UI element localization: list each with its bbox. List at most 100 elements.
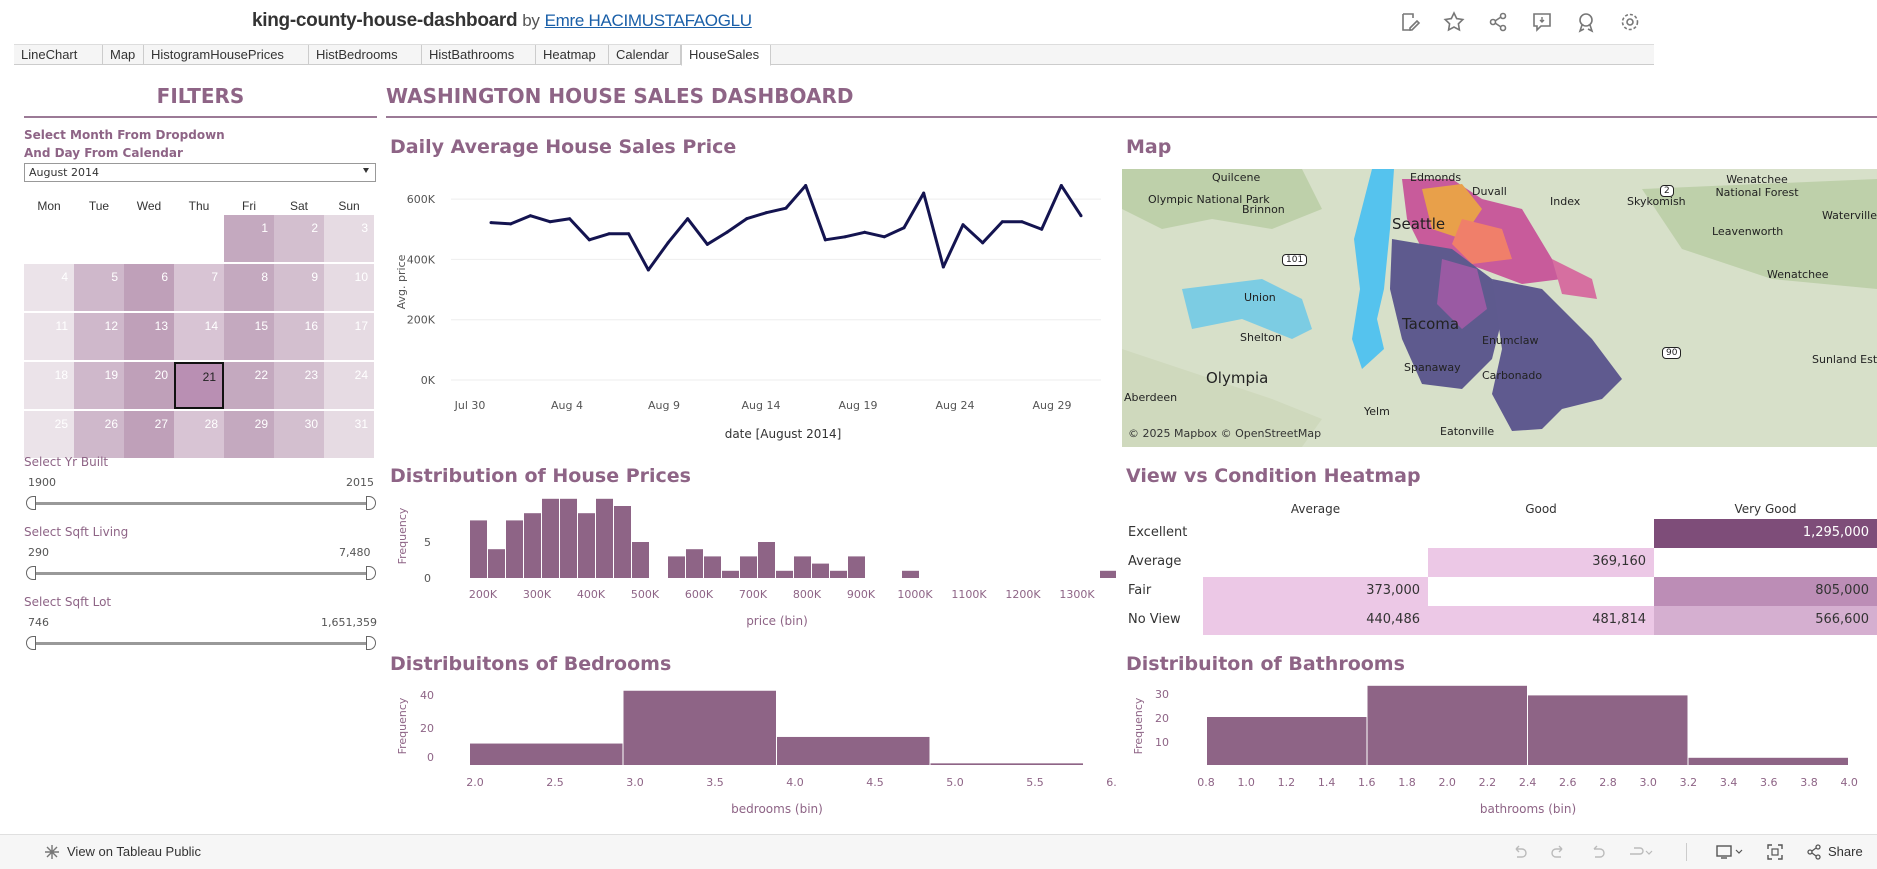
edit-icon[interactable]: [1398, 10, 1422, 34]
calendar-day[interactable]: 7: [174, 264, 224, 311]
calendar-day[interactable]: 4: [24, 264, 74, 311]
calendar-day[interactable]: 22: [224, 362, 274, 409]
price-bar: [794, 556, 811, 578]
slider-min-handle[interactable]: [26, 566, 36, 580]
calendar-day[interactable]: 11: [24, 313, 74, 360]
calendar-day[interactable]: 30: [274, 411, 324, 458]
calendar-day[interactable]: 19: [74, 362, 124, 409]
data-point: [686, 217, 690, 221]
price-bar: [614, 506, 631, 578]
y-tick-label: 400K: [407, 253, 436, 266]
weekday-thu: Thu: [188, 199, 210, 213]
price-bar: [470, 520, 487, 578]
settings-gear-icon[interactable]: [1618, 10, 1642, 34]
heatmap-cell[interactable]: 805,000: [1654, 577, 1877, 606]
sqft-lot-slider[interactable]: [26, 635, 376, 651]
heatmap-row-label: Excellent: [1128, 525, 1188, 540]
favorite-star-icon[interactable]: [1442, 10, 1466, 34]
share-button[interactable]: Share: [1828, 844, 1863, 859]
weekday-fri: Fri: [242, 199, 256, 213]
month-label-1: Select Month From Dropdown: [24, 128, 225, 142]
tab-histogramhouseprices[interactable]: HistogramHousePrices: [144, 45, 309, 65]
calendar-day[interactable]: 12: [74, 313, 124, 360]
calendar-day[interactable]: 13: [124, 313, 174, 360]
x-tick-label: Aug 9: [648, 399, 680, 412]
calendar-day[interactable]: 3: [324, 215, 374, 262]
price-bar: [686, 549, 703, 578]
map-place-label: Yelm: [1364, 405, 1390, 418]
slider-max-handle[interactable]: [366, 566, 376, 580]
slider-min-handle[interactable]: [26, 636, 36, 650]
data-point: [607, 232, 611, 236]
calendar-day[interactable]: 28: [174, 411, 224, 458]
yr-built-label: Select Yr Built: [24, 455, 109, 469]
calendar-day[interactable]: 9: [274, 264, 324, 311]
refresh-dropdown-icon[interactable]: [1628, 844, 1654, 860]
month-dropdown[interactable]: August 2014: [24, 163, 376, 182]
calendar-day[interactable]: 17: [324, 313, 374, 360]
fullscreen-icon[interactable]: [1767, 844, 1783, 860]
calendar-day[interactable]: 18: [24, 362, 74, 409]
data-point: [1059, 184, 1063, 188]
calendar-day[interactable]: 15: [224, 313, 274, 360]
slider-min-handle[interactable]: [26, 496, 36, 510]
redo-icon[interactable]: [1550, 844, 1566, 860]
calendar-day[interactable]: 27: [124, 411, 174, 458]
x-tick-label: 4.5: [866, 776, 884, 789]
y-tick-label: 0: [424, 572, 431, 585]
heatmap-cell[interactable]: 373,000: [1203, 577, 1428, 606]
heatmap-cell[interactable]: 481,814: [1428, 606, 1654, 635]
heatmap-cell[interactable]: 440,486: [1203, 606, 1428, 635]
download-icon[interactable]: [1716, 844, 1744, 860]
tab-calendar[interactable]: Calendar: [609, 45, 681, 65]
badge-icon[interactable]: [1574, 10, 1598, 34]
calendar-day[interactable]: 1: [224, 215, 274, 262]
slider-max-handle[interactable]: [366, 496, 376, 510]
comment-icon[interactable]: [1530, 10, 1554, 34]
heatmap-row-label: No View: [1128, 612, 1181, 627]
calendar-day[interactable]: 2: [274, 215, 324, 262]
x-tick-label: 5.5: [1026, 776, 1044, 789]
calendar-day[interactable]: 14: [174, 313, 224, 360]
tab-linechart[interactable]: LineChart: [14, 45, 103, 65]
map-place-label: Skykomish: [1627, 195, 1686, 208]
tab-heatmap[interactable]: Heatmap: [536, 45, 609, 65]
tab-histbathrooms[interactable]: HistBathrooms: [422, 45, 536, 65]
calendar-day[interactable]: 10: [324, 264, 374, 311]
calendar-day[interactable]: 29: [224, 411, 274, 458]
slider-max-handle[interactable]: [366, 636, 376, 650]
tab-map[interactable]: Map: [103, 45, 144, 65]
tab-housesales[interactable]: HouseSales: [681, 45, 771, 66]
calendar-day[interactable]: 31: [324, 411, 374, 458]
heatmap-cell[interactable]: 369,160: [1428, 548, 1654, 577]
calendar-day[interactable]: 8: [224, 264, 274, 311]
calendar-day[interactable]: 21: [174, 362, 224, 409]
calendar-day[interactable]: 24: [324, 362, 374, 409]
calendar-day[interactable]: 16: [274, 313, 324, 360]
calendar-day[interactable]: 23: [274, 362, 324, 409]
tab-histbedrooms[interactable]: HistBedrooms: [309, 45, 422, 65]
map-view[interactable]: © 2025 Mapbox © OpenStreetMap Quilcene Ed…: [1122, 169, 1877, 447]
calendar-day[interactable]: 25: [24, 411, 74, 458]
tableau-logo-icon: [45, 845, 59, 859]
calendar-day[interactable]: 6: [124, 264, 174, 311]
line-chart: 0K 200K 400K 600K Avg. price Jul 30 Aug 4 Aug 9…: [395, 184, 1101, 441]
workbook-name: king-county-house-dashboard: [252, 10, 518, 31]
x-tick-label: 3.6: [1760, 776, 1778, 789]
x-tick-label: Aug 19: [839, 399, 878, 412]
revert-icon[interactable]: [1590, 844, 1606, 860]
price-bar: [632, 542, 649, 578]
view-on-tableau-link[interactable]: View on Tableau Public: [67, 844, 201, 859]
calendar-day[interactable]: 5: [74, 264, 124, 311]
map-attribution[interactable]: © 2025 Mapbox © OpenStreetMap: [1128, 427, 1322, 440]
heatmap-cell[interactable]: 1,295,000: [1654, 519, 1877, 548]
yr-built-slider[interactable]: [26, 495, 376, 511]
heatmap-cell[interactable]: 566,600: [1654, 606, 1877, 635]
calendar-day[interactable]: 20: [124, 362, 174, 409]
calendar-day[interactable]: 26: [74, 411, 124, 458]
sqft-living-slider[interactable]: [26, 565, 376, 581]
undo-icon[interactable]: [1512, 844, 1528, 860]
share-network-icon[interactable]: [1486, 10, 1510, 34]
author-link[interactable]: Emre HACIMUSTAFAOGLU: [544, 11, 752, 30]
share-icon[interactable]: [1806, 844, 1822, 860]
